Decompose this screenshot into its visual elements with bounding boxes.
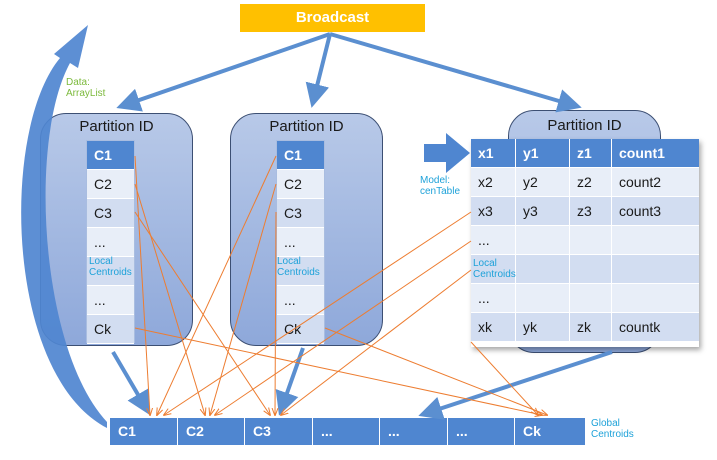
cen-table-row: xk yk zk countk [471, 313, 699, 342]
cen-table-cell: count3 [619, 203, 662, 219]
loop-back-arrow [21, 25, 107, 428]
cen-table-cell: zk [570, 313, 612, 342]
cen-table-row: x3 y3 z3 count3 [471, 197, 699, 226]
broadcast-arrow-2 [305, 33, 332, 108]
partition-1-cell-5 [87, 257, 134, 286]
partition-2-cell-6: ... [277, 286, 324, 315]
cen-table-cell: xk [471, 313, 516, 342]
cen-table-header-cell: y1 [516, 139, 570, 168]
partition-1-cell-1: C1 [87, 141, 134, 170]
partition-2-to-global-arrow [275, 347, 305, 416]
cen-table-cell: y2 [516, 168, 570, 197]
cen-table-header-cell: x1 [471, 139, 516, 168]
global-centroid-cell: ... [448, 418, 515, 445]
cen-table-cell: x2 [471, 168, 516, 197]
cen-table-cell: x3 [471, 197, 516, 226]
global-centroid-cell: ... [313, 418, 380, 445]
cen-table-cell: z3 [570, 197, 612, 226]
data-arraylist-label: Data: ArrayList [66, 77, 106, 99]
cen-table-cell: ... [471, 226, 516, 255]
scatter-line [134, 183, 205, 415]
cen-table-row: ... [471, 284, 699, 313]
cen-table-cell [570, 284, 612, 313]
cen-table-cell: ... [471, 284, 516, 313]
partition-1-centroid-list: C1 C2 C3 ... ... Ck [86, 140, 135, 344]
partition-2-cell-4: ... [277, 228, 324, 257]
partition-2-cell-2: C2 [277, 170, 324, 199]
partition-2-cell-1: C1 [277, 141, 324, 170]
cen-table-row: ... [471, 226, 699, 255]
global-centroid-cell: C3 [245, 418, 313, 445]
scatter-line [210, 183, 277, 415]
scatter-line [470, 341, 538, 415]
partition-2-title: Partition ID [269, 118, 344, 135]
partition-1-cell-4: ... [87, 228, 134, 257]
partition-2-centroid-list: C1 C2 C3 ... ... Ck [276, 140, 325, 344]
broadcast-box: Broadcast [240, 4, 425, 32]
global-centroids-bar: C1 C2 C3 ... ... ... Ck [110, 418, 585, 445]
partition-1-cell-2: C2 [87, 170, 134, 199]
partition-1-title: Partition ID [79, 118, 154, 135]
cen-table-row [471, 255, 699, 284]
global-centroid-cell: C1 [110, 418, 178, 445]
cen-table-header-row: x1 y1 z1 count1 [471, 139, 699, 168]
cen-table-header-cell: count1 [619, 145, 665, 161]
model-arrow [424, 133, 470, 173]
partition-2-local-centroids-label: Local Centroids [277, 256, 320, 278]
global-centroids-label: Global Centroids [591, 418, 634, 440]
cen-table-local-centroids-label: Local Centroids [473, 258, 516, 280]
cen-table-cell: y3 [516, 197, 570, 226]
scatter-line [164, 211, 472, 415]
scatter-line [275, 211, 276, 415]
global-centroid-cell: C2 [178, 418, 245, 445]
partition-1-cell-6: ... [87, 286, 134, 315]
partition-3-title: Partition ID [547, 117, 622, 134]
partition-1-cell-3: C3 [87, 199, 134, 228]
cen-table-row: x2 y2 z2 count2 [471, 168, 699, 197]
cen-table-cell [516, 255, 570, 284]
cen-table-cell: countk [619, 319, 661, 335]
partition-2-cell-3: C3 [277, 199, 324, 228]
cen-table-cell [471, 255, 516, 284]
cen-table-cell [570, 255, 612, 284]
scatter-line [157, 155, 277, 415]
scatter-line [324, 327, 547, 415]
partition-1-to-global-arrow [111, 350, 151, 416]
partition-1-local-centroids-label: Local Centroids [89, 256, 132, 278]
scatter-line [215, 240, 472, 415]
scatter-line [134, 155, 150, 415]
scatter-line [134, 211, 270, 415]
cen-table-cell: count2 [619, 174, 662, 190]
model-centable-label: Model: cenTable [420, 175, 461, 197]
cen-table-cell [516, 284, 570, 313]
cen-table-cell [570, 226, 612, 255]
partition-1-cell-7: Ck [87, 315, 134, 344]
partition-3-to-global-arrow [418, 350, 613, 420]
cen-table-cell [516, 226, 570, 255]
cen-table: x1 y1 z1 count1 x2 y2 z2 count2 x3 y3 z3… [471, 139, 699, 347]
scatter-line [281, 269, 472, 415]
broadcast-arrow-3 [329, 32, 582, 113]
cen-table-cell: z2 [570, 168, 612, 197]
partition-2-cell-5 [277, 257, 324, 286]
cen-table-header-cell: z1 [570, 139, 612, 168]
partition-2-cell-7: Ck [277, 315, 324, 344]
global-centroid-cell: ... [380, 418, 448, 445]
cen-table-cell: yk [516, 313, 570, 342]
global-centroid-cell: Ck [523, 423, 541, 439]
broadcast-arrow-1 [116, 32, 331, 112]
